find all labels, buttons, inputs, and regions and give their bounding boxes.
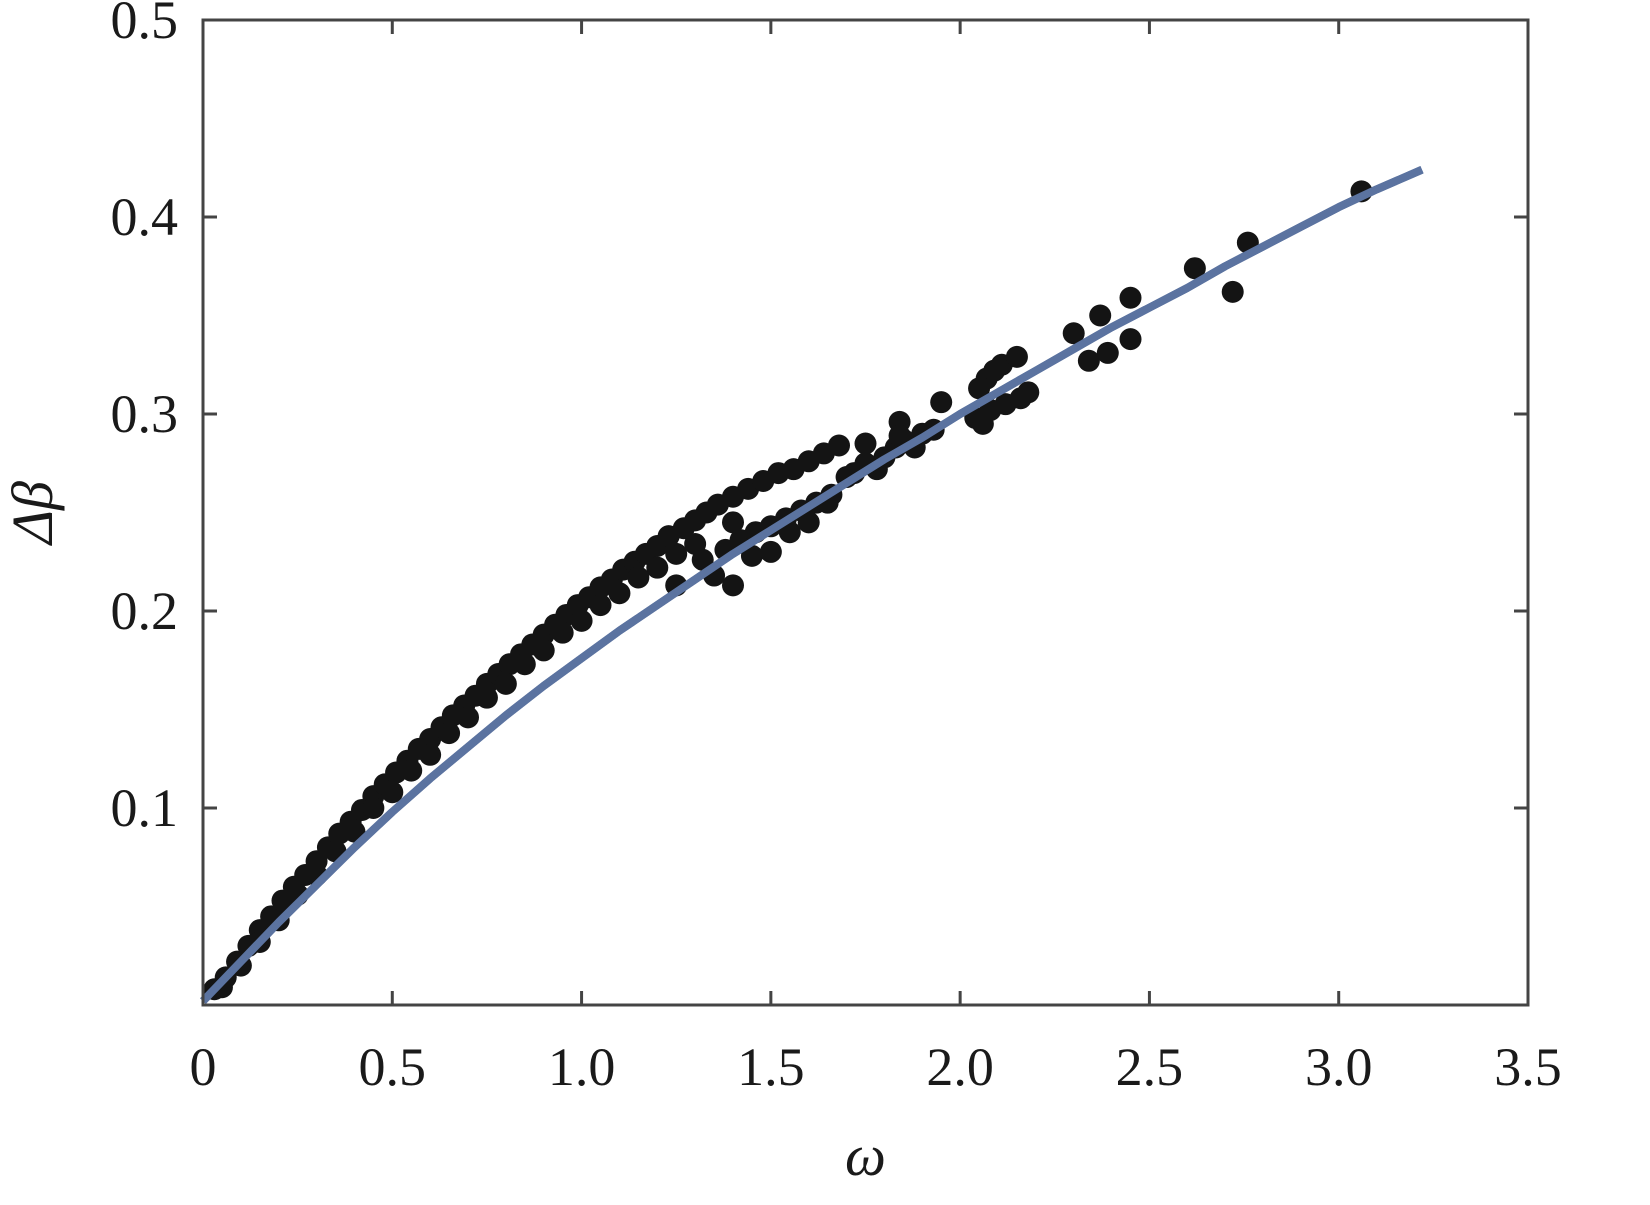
- data-point: [930, 391, 953, 414]
- data-point: [665, 542, 688, 565]
- x-tick-label: 2.0: [926, 1037, 994, 1097]
- data-point: [1183, 257, 1206, 280]
- data-point: [532, 639, 555, 662]
- data-point: [494, 672, 517, 695]
- data-point: [475, 686, 498, 709]
- x-axis-label: ω: [845, 1123, 886, 1188]
- axes-frame: [201, 18, 1530, 1007]
- y-tick-label: 0.1: [111, 778, 179, 838]
- data-point: [589, 594, 612, 617]
- data-point: [1062, 322, 1085, 345]
- data-point: [722, 574, 744, 597]
- x-tick-label: 0.5: [359, 1037, 427, 1097]
- data-point: [1077, 349, 1100, 372]
- data-point: [1096, 341, 1119, 364]
- data-point: [513, 653, 536, 676]
- data-point: [888, 424, 911, 447]
- x-tick-label: 3.0: [1305, 1037, 1373, 1097]
- x-tick-label: 1.5: [737, 1037, 805, 1097]
- tick-labels-layer: 0 0.5 1.0 1.5 2.0 2.5 3.0 3.5 0.1 0.2 0.3 0.4 0.5: [111, 0, 1562, 1097]
- x-tick-label: 0: [190, 1037, 217, 1097]
- data-point: [759, 540, 782, 563]
- y-tick-label: 0.5: [111, 0, 179, 50]
- y-axis-label: Δβ: [0, 481, 65, 546]
- x-tick-label: 2.5: [1116, 1037, 1184, 1097]
- data-point: [854, 432, 877, 455]
- data-point: [570, 609, 593, 632]
- data-point: [1119, 286, 1142, 309]
- x-tick-label: 1.0: [548, 1037, 616, 1097]
- data-points-layer: [200, 166, 1424, 1004]
- data-point: [438, 722, 461, 745]
- data-point: [1005, 345, 1028, 368]
- data-point: [646, 556, 669, 579]
- data-point: [362, 797, 385, 819]
- y-tick-label: 0.2: [111, 581, 179, 641]
- data-point: [419, 743, 442, 766]
- fit-line-overlay: [200, 166, 1424, 1004]
- data-point: [457, 706, 479, 729]
- data-point: [797, 511, 820, 534]
- data-point: [691, 548, 714, 571]
- y-tick-label: 0.3: [111, 384, 179, 444]
- data-point: [400, 759, 423, 782]
- data-point: [381, 781, 404, 804]
- ticks-layer: [201, 18, 1530, 1005]
- y-tick-label: 0.4: [111, 187, 179, 247]
- data-point: [1017, 381, 1040, 404]
- data-point: [1119, 328, 1142, 351]
- data-point: [627, 566, 650, 589]
- data-point: [740, 544, 763, 567]
- data-point: [1221, 280, 1244, 303]
- data-point: [722, 511, 744, 534]
- data-point: [608, 582, 631, 605]
- data-point: [551, 621, 574, 644]
- x-tick-label: 3.5: [1494, 1037, 1562, 1097]
- data-point: [1089, 304, 1112, 327]
- data-point: [828, 434, 850, 457]
- data-point: [778, 521, 801, 544]
